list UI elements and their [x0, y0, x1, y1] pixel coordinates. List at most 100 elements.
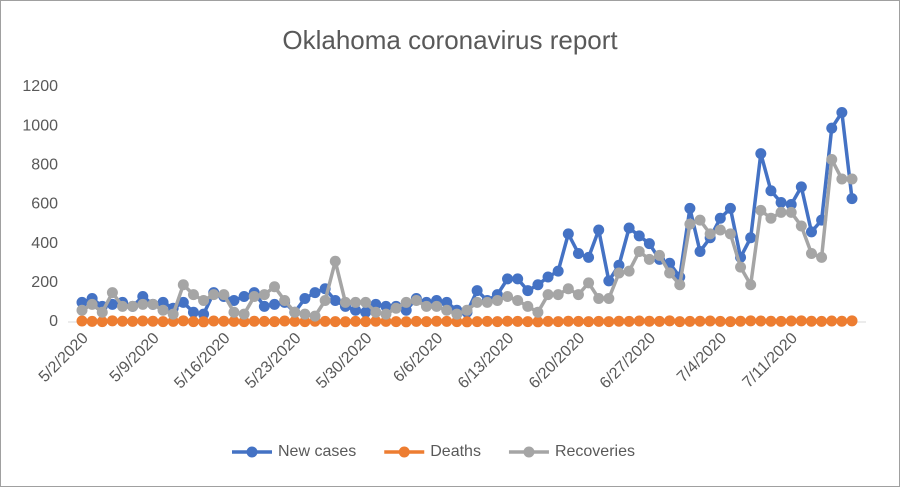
point: [765, 212, 777, 224]
point: [147, 298, 159, 310]
point: [76, 315, 88, 327]
legend-label: New cases: [278, 443, 356, 460]
point: [96, 306, 108, 318]
point: [694, 214, 706, 226]
point: [370, 306, 382, 318]
point: [583, 316, 595, 328]
point: [350, 304, 362, 316]
point: [562, 228, 574, 240]
point: [674, 279, 686, 291]
point: [228, 306, 240, 318]
point: [714, 224, 726, 236]
point: [512, 273, 524, 285]
point: [248, 291, 260, 303]
point: [583, 251, 595, 263]
point: [745, 232, 757, 244]
point: [572, 315, 584, 327]
point: [370, 315, 382, 327]
point: [846, 315, 858, 327]
point: [805, 315, 817, 327]
point: [684, 315, 696, 327]
point: [552, 316, 564, 328]
point: [562, 283, 574, 295]
point: [704, 315, 716, 327]
point: [684, 202, 696, 214]
point: [603, 293, 615, 304]
point: [218, 315, 230, 327]
point: [643, 238, 655, 250]
point: [735, 315, 747, 327]
y-tick-label: 800: [31, 157, 58, 174]
point: [583, 277, 595, 289]
point: [542, 315, 554, 327]
point: [177, 315, 189, 327]
point: [765, 185, 777, 197]
point: [785, 315, 797, 327]
point: [836, 106, 848, 118]
point: [380, 308, 392, 320]
point: [350, 296, 362, 308]
point: [805, 247, 817, 259]
point: [198, 294, 210, 306]
point: [299, 308, 311, 320]
point: [755, 315, 767, 327]
point: [258, 315, 270, 327]
point: [208, 289, 220, 301]
point: [258, 300, 270, 312]
point: [461, 304, 473, 316]
point: [289, 315, 301, 327]
point: [755, 148, 767, 160]
point: [360, 316, 372, 328]
point: [289, 306, 301, 318]
y-tick-label: 200: [31, 274, 58, 291]
point: [410, 315, 422, 327]
point: [106, 315, 118, 327]
point: [512, 294, 524, 306]
point: [623, 315, 635, 327]
point: [269, 281, 280, 293]
point: [846, 173, 858, 185]
point: [724, 202, 736, 214]
point: [633, 246, 645, 257]
legend-label: Recoveries: [555, 443, 635, 460]
point: [410, 294, 422, 306]
point: [502, 315, 514, 327]
point: [127, 315, 139, 327]
point: [704, 228, 716, 240]
point: [714, 212, 726, 224]
point: [532, 306, 544, 318]
point: [137, 298, 149, 310]
point: [339, 316, 351, 328]
point: [826, 315, 838, 327]
point: [836, 315, 848, 327]
legend-marker: [523, 446, 535, 458]
point: [775, 206, 787, 218]
point: [471, 316, 483, 328]
point: [76, 296, 88, 308]
point: [572, 247, 584, 259]
point: [309, 287, 321, 299]
point: [491, 294, 503, 306]
point: [441, 315, 453, 327]
point: [86, 315, 98, 327]
point: [157, 304, 169, 316]
point: [187, 289, 199, 301]
point: [319, 294, 331, 306]
point: [603, 316, 615, 328]
point: [805, 226, 817, 238]
point: [208, 315, 220, 327]
point: [228, 315, 240, 327]
point: [532, 316, 544, 328]
point: [522, 300, 534, 312]
point: [360, 296, 372, 308]
point: [735, 261, 747, 273]
point: [633, 230, 645, 242]
point: [714, 315, 726, 327]
y-tick-label: 600: [31, 196, 58, 213]
point: [400, 296, 412, 308]
point: [117, 315, 129, 327]
point: [167, 308, 179, 320]
point: [157, 316, 169, 328]
point: [96, 316, 108, 328]
